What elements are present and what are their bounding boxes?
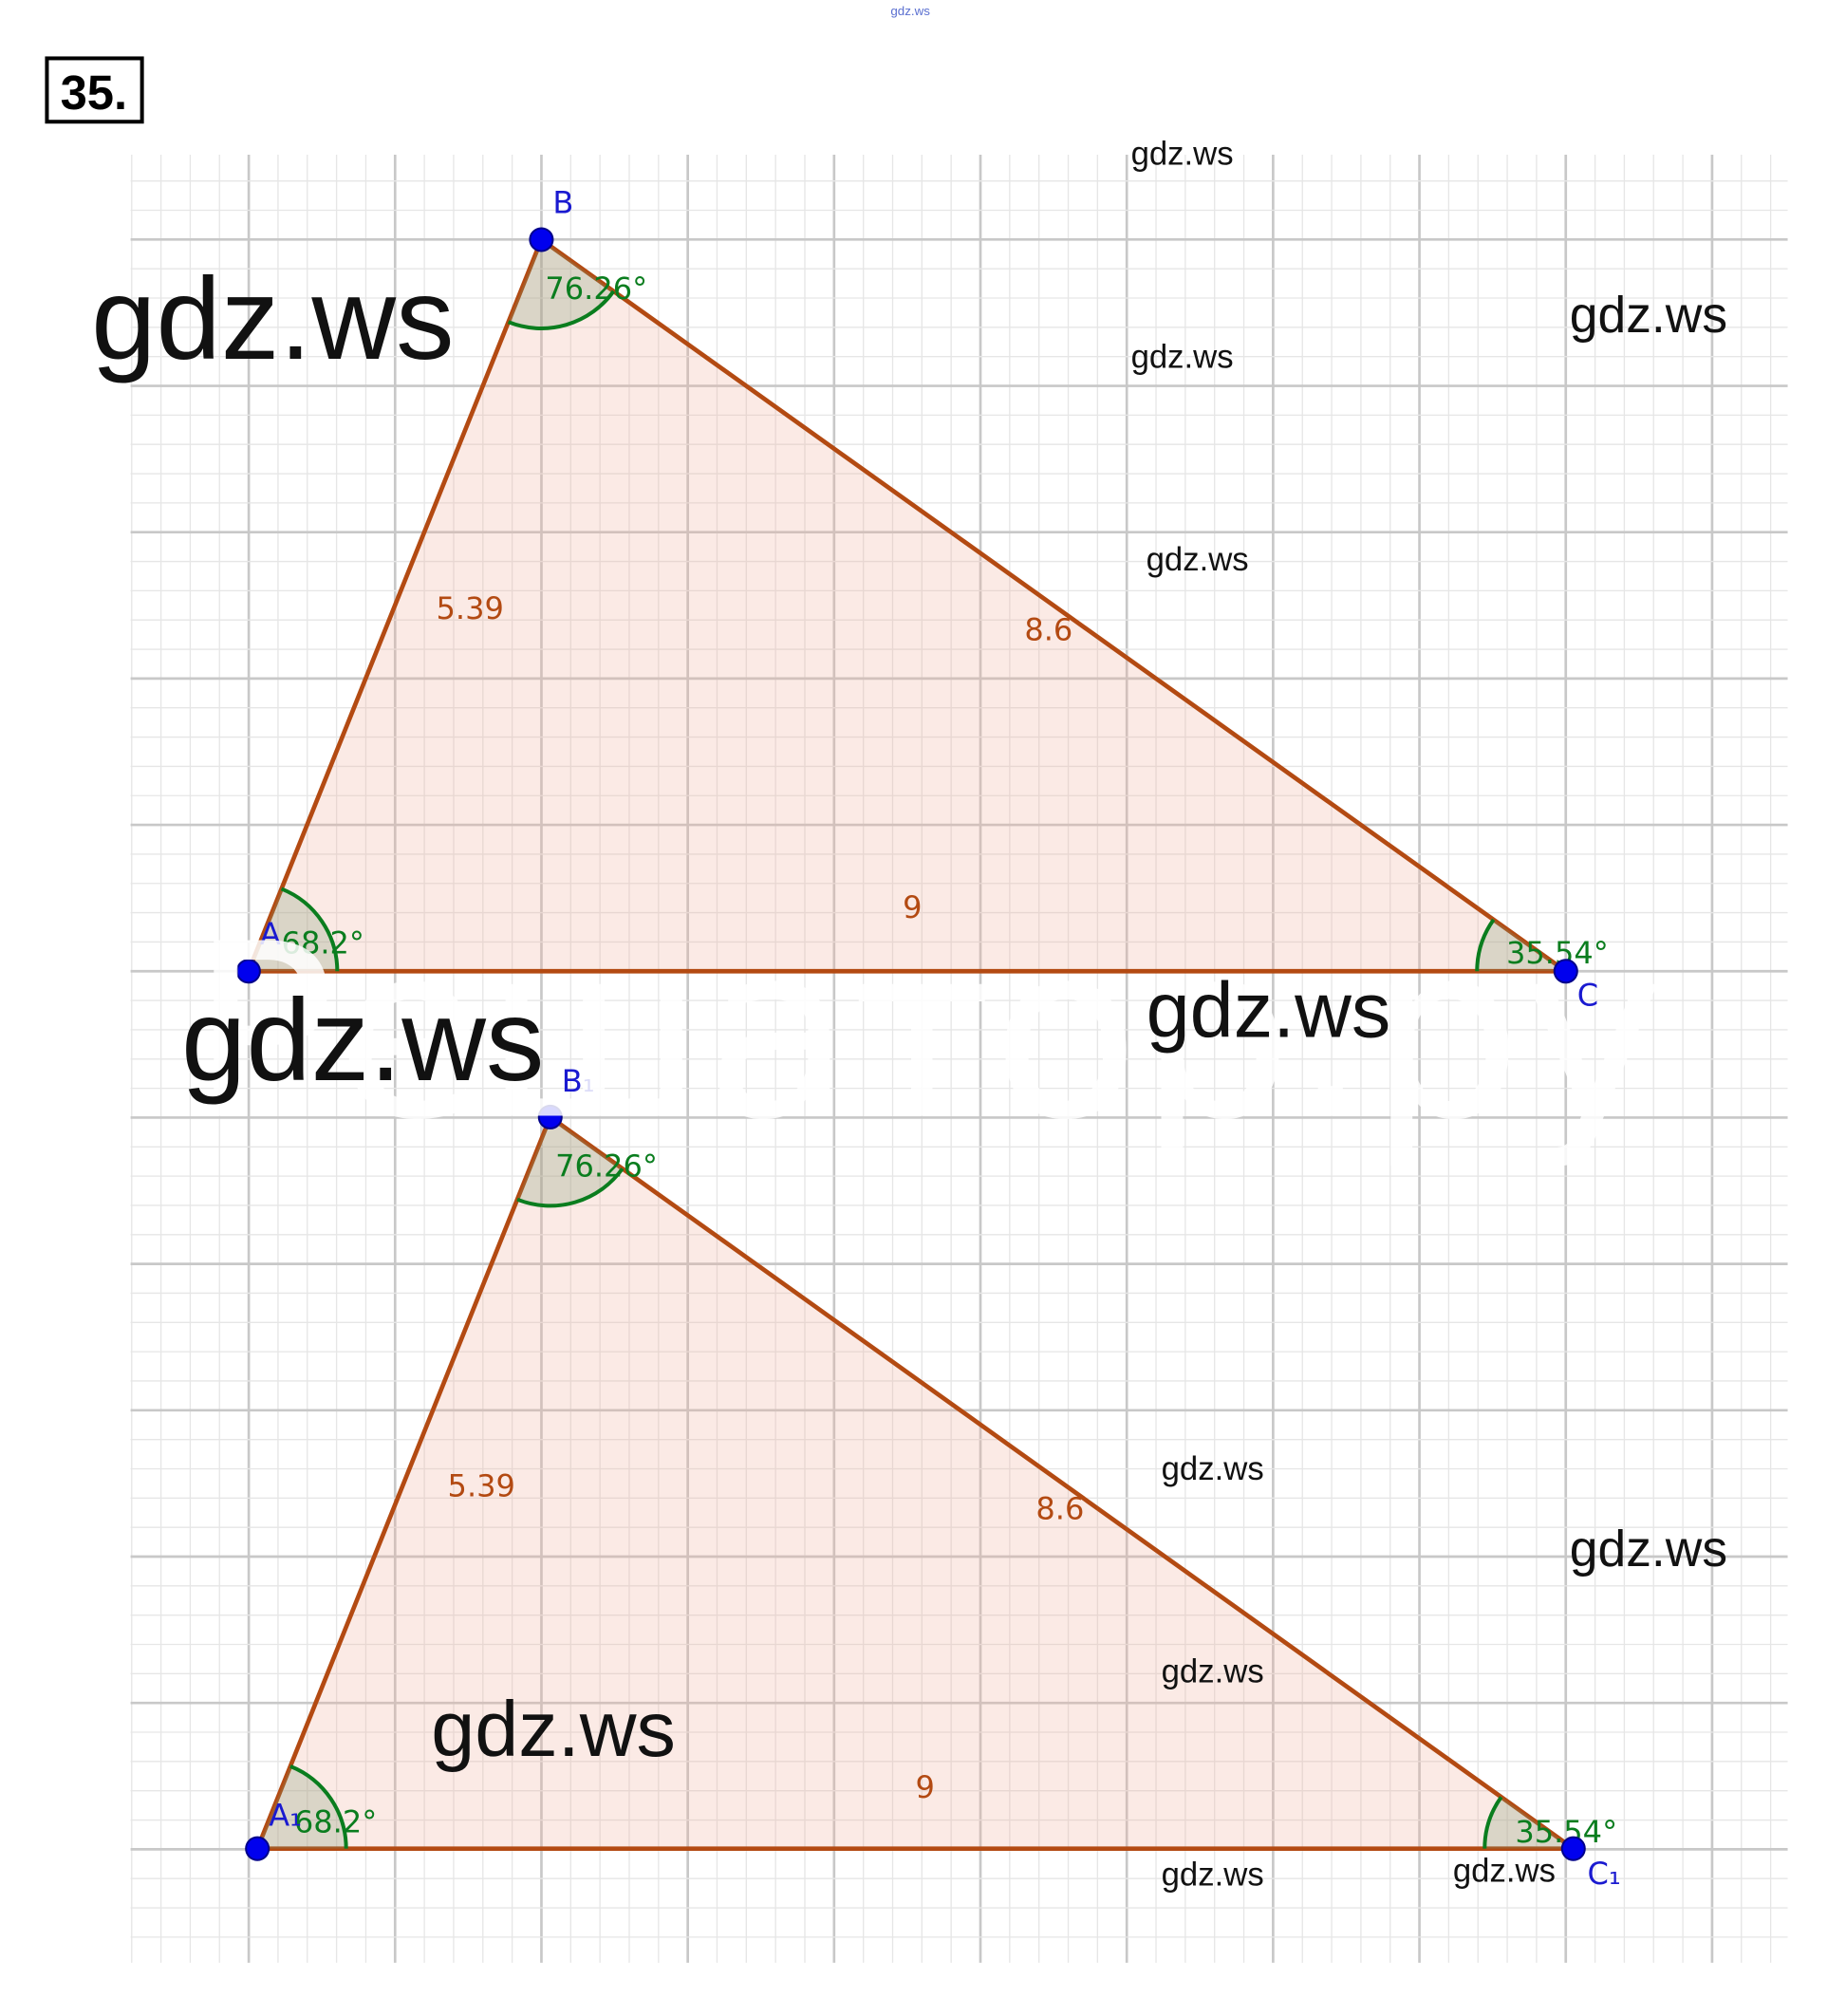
vertex-label: C₁ xyxy=(1587,1856,1620,1892)
watermark: gdz.ws xyxy=(1162,1654,1264,1690)
watermark: gdz.ws xyxy=(1162,1857,1264,1893)
watermark: gdz.ws xyxy=(1147,542,1249,578)
angle-label: 76.26° xyxy=(545,271,647,307)
vertex-label: C xyxy=(1577,977,1598,1013)
angle-wedge xyxy=(248,888,338,972)
watermark: gdz.ws xyxy=(1570,1521,1727,1577)
angle-arc xyxy=(516,1167,625,1208)
vertex-label: A₁ xyxy=(269,1798,302,1834)
angle-arc xyxy=(507,289,616,330)
header-watermark: gdz.ws xyxy=(890,4,930,18)
triangle xyxy=(245,235,1574,974)
watermark: gdz.ws xyxy=(1131,137,1234,173)
vertex-point xyxy=(1560,1836,1586,1861)
watermark: gdz.ws xyxy=(91,254,454,384)
angle-wedge xyxy=(508,239,614,328)
vertex-point xyxy=(1553,959,1578,984)
angle-wedge xyxy=(1484,1797,1574,1849)
angle-arc xyxy=(280,887,340,972)
watermark: gdz.ws xyxy=(1453,1853,1556,1889)
vertex-label: A xyxy=(260,916,281,952)
side-label: 8.6 xyxy=(1035,1490,1084,1526)
vertex-label: B₁ xyxy=(562,1063,595,1099)
watermark: gdz.ws xyxy=(181,976,544,1106)
background-watermark: Решатор.ру xyxy=(190,892,1664,1173)
side-label: 5.39 xyxy=(448,1467,515,1503)
watermark: gdz.ws xyxy=(431,1685,676,1773)
problem-number: 35. xyxy=(61,65,128,120)
vertex-point xyxy=(529,227,554,252)
angle-wedge xyxy=(257,1765,346,1849)
angle-label: 68.2° xyxy=(294,1803,377,1839)
vertex-point xyxy=(245,1836,270,1861)
watermark: gdz.ws xyxy=(1162,1451,1264,1487)
triangle xyxy=(253,1113,1581,1852)
vertex-point xyxy=(537,1104,563,1129)
angle-label: 76.26° xyxy=(555,1148,658,1185)
triangles: 5.398.6968.2°76.26°35.54°ABC5.398.6968.2… xyxy=(235,184,1621,1892)
angle-arc xyxy=(1475,918,1496,972)
problem-box xyxy=(45,56,144,124)
watermark: gdz.ws xyxy=(1147,966,1391,1055)
vertex-point xyxy=(235,959,261,984)
side-label: 9 xyxy=(903,889,922,925)
angle-arc xyxy=(1482,1796,1503,1849)
angle-wedge xyxy=(517,1116,623,1206)
side-label: 9 xyxy=(915,1769,934,1805)
side-label: 5.39 xyxy=(437,590,504,626)
side-label: 8.6 xyxy=(1024,612,1072,648)
angle-arc xyxy=(289,1764,348,1849)
watermark: gdz.ws xyxy=(1570,288,1727,344)
angle-wedge xyxy=(1477,919,1566,972)
angle-label: 68.2° xyxy=(282,925,364,961)
vertex-label: B xyxy=(552,184,573,220)
watermark: gdz.ws xyxy=(1131,339,1234,375)
